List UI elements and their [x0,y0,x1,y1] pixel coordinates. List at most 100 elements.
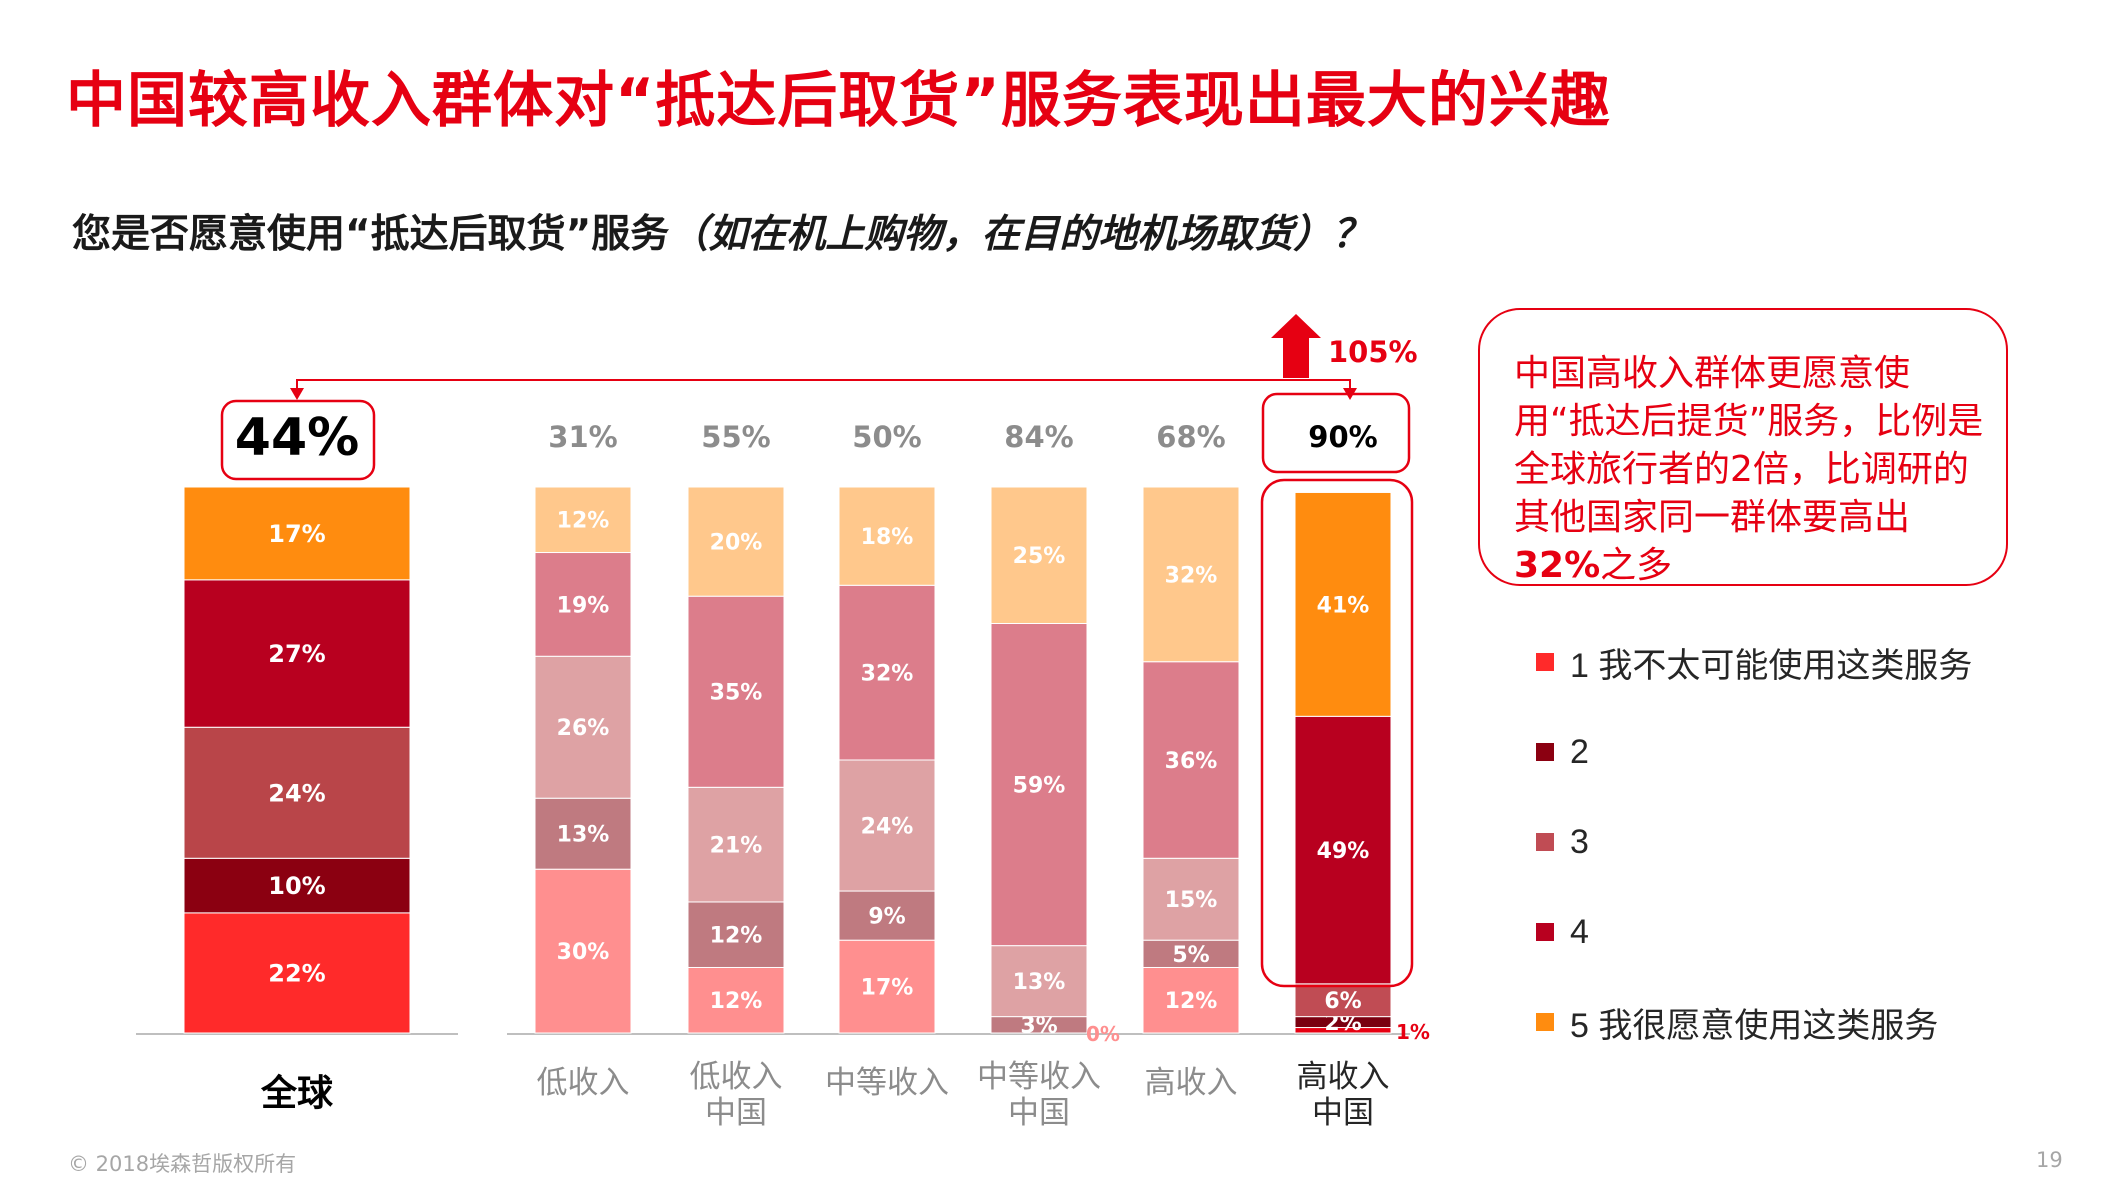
bar-segment-4-1 [838,939,936,1034]
bar-segment-5-4 [990,623,1088,947]
category-label-line: 高收入 [1297,1059,1390,1094]
legend-swatch [1536,833,1554,851]
zero-value-label: 0% [1086,1022,1120,1046]
total-label: 84% [1004,420,1073,454]
bar-segment-3-4 [687,595,785,788]
bar-segment-1-1 [183,912,411,1034]
bar-data-label: 15% [1165,888,1218,913]
legend-swatch [1536,923,1554,941]
bar-segment-6-4 [1142,661,1240,859]
category-label-line: 中等收入 [977,1059,1101,1094]
bar-segment-6-1 [1142,966,1240,1034]
legend-swatch [1536,743,1554,761]
total-label: 90% [1308,420,1377,454]
bar-data-label: 32% [861,662,914,687]
bar-data-label: 12% [710,989,763,1014]
callout-text-end: 之多 [1600,545,1673,586]
bar-segment-4-2 [838,890,936,941]
survey-question: 您是否愿意使用“抵达后取货”服务（如在机上购物，在目的地机场取货）？ [72,203,1371,259]
question-note: （如在机上购物，在目的地机场取货）？ [669,212,1372,257]
legend-swatch [1536,1013,1554,1031]
highlight-total-box [1261,392,1411,474]
category-label-line: 低收入 [537,1065,630,1100]
bar-segment-6-5 [1142,486,1240,663]
legend-label: 5 我很愿意使用这类服务 [1570,1006,1939,1045]
bar-data-label: 12% [557,509,610,534]
bar-data-label: 17% [861,976,914,1001]
bar-data-label: 27% [268,640,325,668]
total-label: 68% [1156,420,1225,454]
bar-data-label: 35% [710,681,763,706]
legend-label: 1 我不太可能使用这类服务 [1570,646,1973,685]
bar-segment-2-2 [534,797,632,870]
bar-data-label: 59% [1013,773,1066,798]
legend-label: 3 [1570,822,1589,861]
legend-item: 5 我很愿意使用这类服务 [1536,1000,1939,1045]
bar-data-label: 17% [268,520,325,548]
bar-segment-1-4 [183,579,411,728]
page-number: 19 [2036,1148,2063,1172]
page-title: 中国较高收入群体对“抵达后取货”服务表现出最大的兴趣 [66,66,1611,136]
bar-segment-3-3 [687,786,785,903]
bar-data-label: 19% [557,593,610,618]
legend-label: 4 [1570,912,1589,951]
legend-item: 1 我不太可能使用这类服务 [1536,640,1973,685]
bar-segment-6-2 [1142,939,1240,968]
comparison-connector [296,379,1351,398]
bar-segment-2-3 [534,655,632,799]
legend-item: 3 [1536,820,1589,864]
question-main: 您是否愿意使用“抵达后取货”服务 [72,212,670,257]
category-label: 低收入中国 [690,1059,783,1130]
category-label-line: 中国 [1312,1095,1374,1130]
callout-highlight: 32% [1514,545,1601,586]
small-value-label: 1% [1396,1020,1430,1044]
bar-segment-7-5 [1294,491,1392,717]
category-label-line: 高收入 [1145,1065,1238,1100]
bar-segment-2-5 [534,486,632,554]
bar-segment-4-4 [838,584,936,761]
bar-segment-1-5 [183,486,411,581]
legend-item: 4 [1536,910,1589,954]
legend-swatch [1536,653,1554,671]
category-label: 全球 [260,1072,334,1113]
legend-item: 2 [1536,730,1589,774]
bar-data-label: 3% [1020,1014,1057,1039]
bar-segment-3-2 [687,901,785,968]
bar-segment-4-3 [838,759,936,892]
bar-data-label: 32% [1165,563,1218,588]
category-label-line: 中国 [705,1095,767,1130]
bar-segment-2-4 [534,552,632,657]
bar-data-label: 24% [861,814,914,839]
category-label-line: 中等收入 [825,1065,949,1100]
category-label-line: 低收入 [690,1059,783,1094]
category-label: 中等收入 [825,1065,949,1100]
global-total-box [220,399,376,481]
connector-arrowhead-right [1343,388,1357,400]
bar-data-label: 13% [1013,970,1066,995]
increase-label: 105% [1328,335,1418,369]
bar-segment-3-5 [687,486,785,597]
legend-label: 2 [1570,732,1589,771]
bar-segment-1-3 [183,726,411,859]
callout-text: 中国高收入群体更愿意使用“抵达后提货”服务，比例是全球旅行者的2倍，比调研的其他… [1514,353,1984,538]
bar-data-label: 22% [268,960,325,988]
bar-data-label: 5% [1172,943,1209,968]
bar-data-label: 13% [557,823,610,848]
category-label: 低收入 [537,1065,630,1100]
category-label-line: 全球 [260,1072,334,1113]
bar-segment-3-1 [687,966,785,1034]
bar-data-label: 9% [868,905,905,930]
bar-data-label: 25% [1013,544,1066,569]
total-label: 55% [701,420,770,454]
bar-segment-2-1 [534,868,632,1034]
highlight-bar-box [1260,478,1414,988]
bar-data-label: 10% [268,872,325,900]
bar-segment-5-3 [990,945,1088,1018]
copyright-footer: © 2018埃森哲版权所有 [68,1152,297,1176]
total-label: 31% [548,420,617,454]
bar-data-label: 20% [710,531,763,556]
bar-data-label: 30% [557,940,610,965]
connector-arrowhead-left [290,388,304,400]
bar-data-label: 18% [861,525,914,550]
